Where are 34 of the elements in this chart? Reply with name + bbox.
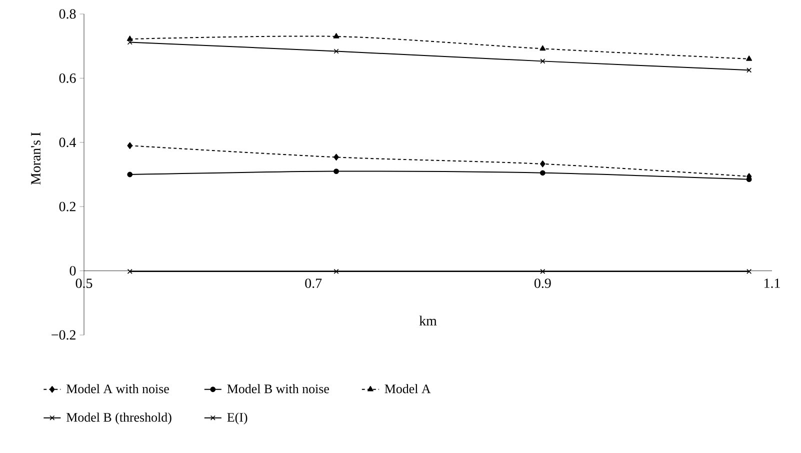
point xyxy=(540,170,546,176)
point xyxy=(126,36,133,41)
point xyxy=(127,172,133,178)
point xyxy=(746,268,752,274)
point xyxy=(127,142,133,149)
legend-label: Model A xyxy=(384,384,431,394)
x-tick-label: 0.9 xyxy=(534,278,551,288)
legend-label: E(I) xyxy=(227,412,248,424)
point xyxy=(333,33,340,38)
legend-label: Model B (threshold) xyxy=(66,412,172,424)
x-tick-label: 0.7 xyxy=(305,278,322,288)
point xyxy=(746,56,752,61)
point xyxy=(540,45,546,51)
x-tick-label: 1.1 xyxy=(764,278,780,288)
y-tick-label: 0.6 xyxy=(59,73,76,83)
point xyxy=(540,268,546,274)
y-tick-label: 0 xyxy=(70,266,76,276)
y-tick-label: 0.2 xyxy=(59,202,76,212)
point xyxy=(334,168,339,174)
y-tick-label: 0.8 xyxy=(59,9,76,19)
point xyxy=(334,48,339,54)
point xyxy=(334,268,339,274)
point xyxy=(540,58,546,64)
y-tick-label: −0.2 xyxy=(52,330,76,340)
point xyxy=(127,268,132,274)
legend-label: Model B with noise xyxy=(227,384,329,394)
y-axis-title: Moran's I xyxy=(31,132,40,185)
y-tick-label: 0.4 xyxy=(59,138,76,148)
legend-label: Model A with noise xyxy=(66,384,169,394)
point xyxy=(746,68,752,73)
point xyxy=(540,160,546,168)
point xyxy=(334,154,339,161)
x-axis-title: km xyxy=(419,316,437,326)
x-tick-label: 0.5 xyxy=(76,278,92,288)
